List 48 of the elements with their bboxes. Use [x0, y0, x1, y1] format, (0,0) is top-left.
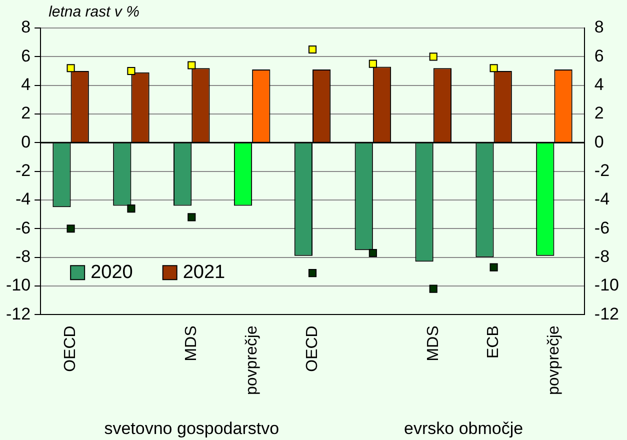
- legend-label: 2020: [90, 262, 133, 283]
- point: [127, 204, 136, 213]
- y2-tick-label: 4: [594, 75, 604, 94]
- legend-label: 2021: [182, 262, 226, 283]
- y2-tick-label: -2: [594, 161, 610, 180]
- y2-tick-label: -4: [594, 190, 610, 209]
- text: svetovno gospodarstvo: [104, 419, 280, 438]
- x-tick-label: ECB: [485, 326, 502, 359]
- point: [368, 60, 377, 68]
- y-tick-label: -10: [6, 276, 31, 295]
- y2-tick-label: 2: [594, 104, 604, 123]
- point: [127, 66, 136, 76]
- y2-tick-label: 0: [594, 132, 604, 152]
- y2-tick-label: -6: [594, 218, 610, 238]
- y-tick-label: 8: [21, 18, 31, 37]
- x-tick-label: povprečje: [546, 326, 563, 395]
- x-tick-label: MDS: [424, 326, 442, 362]
- text: evrsko območje: [404, 419, 524, 438]
- y-axis-title: letna rast v %: [48, 4, 140, 21]
- point: [308, 45, 317, 54]
- y-tick-label: -4: [15, 190, 31, 209]
- y2-tick-label: 6: [594, 46, 604, 66]
- x-tick-label: MDS: [183, 326, 200, 362]
- y2-tick-label: 8: [594, 18, 604, 37]
- y-tick-label: -8: [15, 246, 31, 266]
- x-tick-label: OECD: [304, 326, 321, 372]
- y-tick-label: -6: [15, 218, 31, 238]
- y-tick-label: -2: [15, 161, 31, 180]
- point: [188, 61, 196, 70]
- point: [188, 213, 196, 222]
- point: [490, 64, 498, 72]
- point: [429, 284, 438, 293]
- y2-tick-label: -12: [594, 304, 620, 324]
- x-tick-label: OECD: [62, 326, 80, 372]
- y-tick-label: 6: [21, 46, 31, 66]
- point: [66, 224, 75, 233]
- y-tick-label: 0: [21, 132, 31, 152]
- point: [66, 64, 75, 72]
- x-tick-label: povprečje: [243, 326, 260, 395]
- point: [308, 269, 317, 278]
- y-tick-label: -12: [6, 304, 31, 324]
- y-tick-label: 2: [21, 104, 31, 123]
- y2-tick-label: -8: [594, 246, 610, 266]
- y2-tick-label: -10: [594, 276, 620, 295]
- y-tick-label: 4: [21, 75, 31, 94]
- point: [368, 248, 377, 258]
- point: [429, 52, 438, 61]
- point: [490, 263, 498, 272]
